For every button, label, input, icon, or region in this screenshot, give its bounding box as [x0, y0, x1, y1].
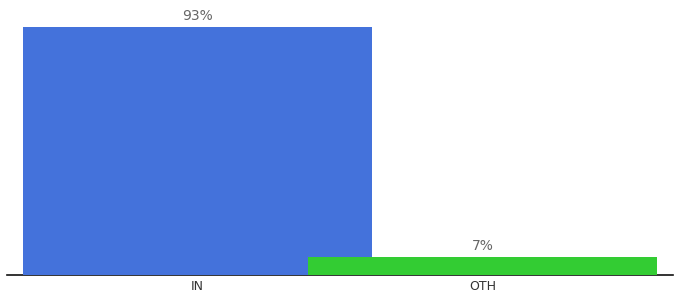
Bar — [308, 256, 657, 275]
Bar — [23, 27, 372, 275]
Text: 93%: 93% — [182, 9, 213, 23]
Text: 7%: 7% — [472, 238, 494, 253]
